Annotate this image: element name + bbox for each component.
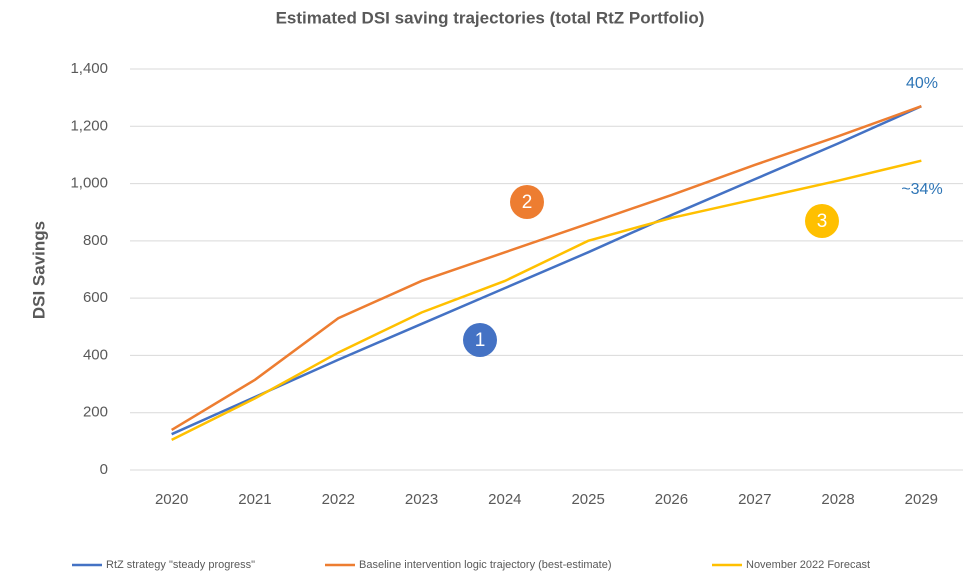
y-tick-label: 1,200 (70, 117, 108, 134)
x-tick-label: 2026 (655, 491, 688, 508)
y-tick-label: 600 (83, 289, 108, 306)
x-tick-label: 2027 (738, 491, 771, 508)
annotation-badge (805, 204, 839, 238)
y-tick-label: 200 (83, 404, 108, 421)
legend-label: November 2022 Forecast (746, 559, 870, 571)
y-tick-label: 800 (83, 232, 108, 249)
x-tick-label: 2021 (238, 491, 271, 508)
annotation: 3 (817, 211, 828, 232)
x-tick-label: 2029 (905, 491, 938, 508)
chart-title: Estimated DSI saving trajectories (total… (276, 8, 705, 27)
annotation: ~34% (901, 181, 942, 198)
annotation-badge (463, 323, 497, 357)
x-tick-label: 2022 (322, 491, 355, 508)
line-series (171, 105, 922, 436)
line-series (171, 105, 922, 431)
legend-label: Baseline intervention logic trajectory (… (359, 559, 612, 571)
x-tick-label: 2024 (488, 491, 521, 508)
x-tick-label: 2028 (821, 491, 854, 508)
x-tick-label: 2025 (571, 491, 604, 508)
y-tick-label: 400 (83, 346, 108, 363)
y-tick-label: 1,400 (70, 60, 108, 77)
x-tick-label: 2020 (155, 491, 188, 508)
y-tick-label: 1,000 (70, 175, 108, 192)
annotation-badge (510, 185, 544, 219)
legend-label: RtZ strategy "steady progress" (106, 559, 255, 571)
line-series (171, 159, 922, 442)
annotation: 2 (522, 192, 533, 213)
y-tick-label: 0 (100, 461, 108, 478)
y-axis-label: DSI Savings (29, 221, 48, 319)
x-tick-label: 2023 (405, 491, 438, 508)
annotation: 1 (475, 330, 486, 351)
annotation: 40% (906, 75, 938, 92)
